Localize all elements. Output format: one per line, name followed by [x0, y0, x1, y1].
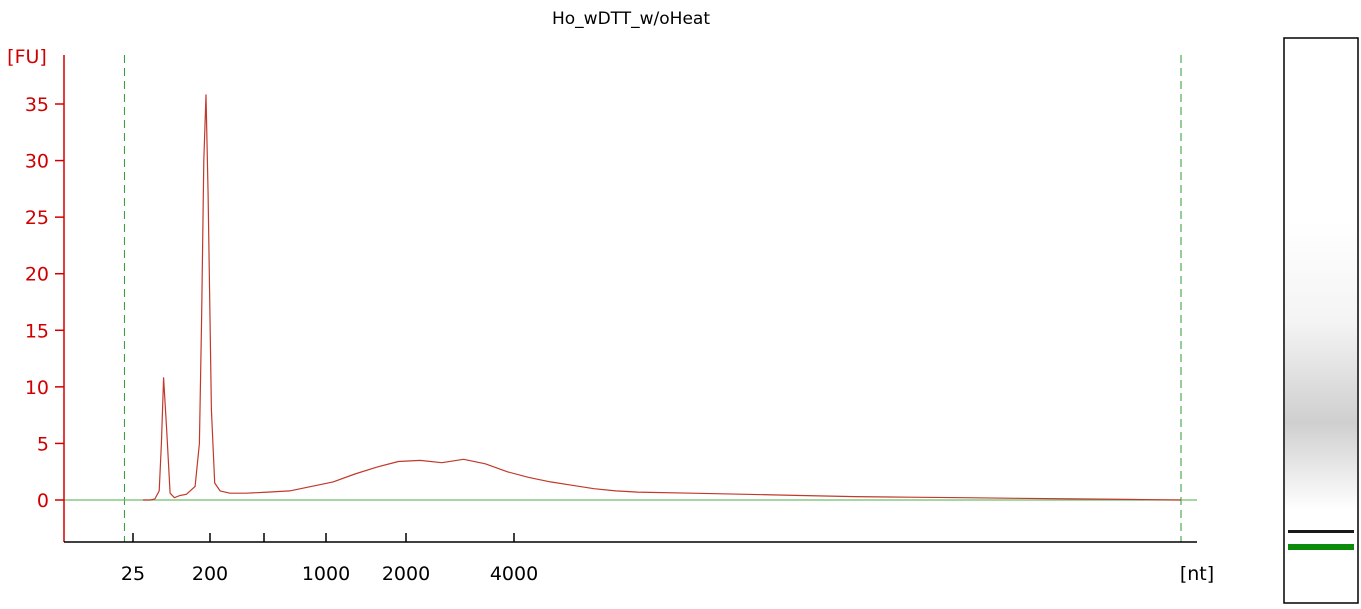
y-tick-label: 25 — [25, 207, 49, 229]
x-tick-label: 1000 — [302, 563, 350, 585]
gel-lane — [1283, 37, 1359, 604]
x-tick-label: 25 — [121, 563, 145, 585]
gel-band — [1288, 530, 1354, 533]
y-tick-label: 10 — [25, 377, 49, 399]
y-tick-label: 5 — [37, 433, 49, 455]
gel-smear — [1285, 220, 1357, 510]
x-tick-label: 2000 — [382, 563, 430, 585]
axes — [63, 55, 1197, 543]
x-tick-label: 4000 — [490, 563, 538, 585]
trace-series — [142, 94, 1182, 501]
y-tick-label: 30 — [25, 151, 49, 173]
x-tick-label: 200 — [192, 563, 228, 585]
gel-marker-band — [1288, 544, 1354, 550]
x-ticks: 25 200 1000 2000 4000 — [121, 533, 538, 585]
marker-lines — [64, 55, 1197, 542]
y-tick-label: 35 — [25, 94, 49, 116]
y-tick-label: 20 — [25, 264, 49, 286]
trace-line — [142, 94, 1182, 501]
y-axis-unit: [FU] — [7, 46, 47, 68]
chart-title: Ho_wDTT_w/oHeat — [552, 9, 710, 29]
y-tick-label: 0 — [37, 490, 49, 512]
y-tick-label: 15 — [25, 320, 49, 342]
x-axis-unit: [nt] — [1180, 563, 1214, 585]
y-ticks: 0 5 10 15 20 25 30 35 — [25, 94, 64, 512]
